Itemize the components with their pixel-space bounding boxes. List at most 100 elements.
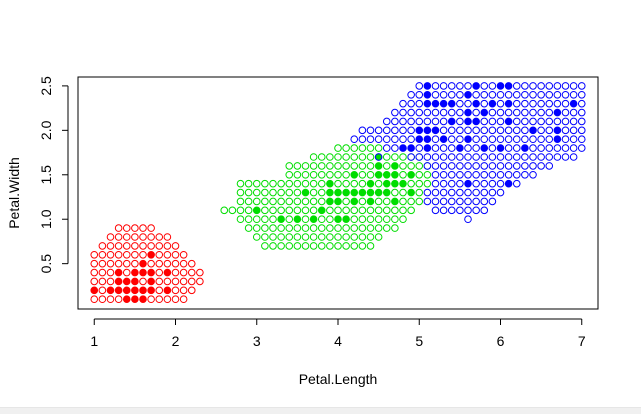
grid-point-blue [439, 108, 448, 117]
grid-point-green [309, 170, 318, 179]
observation-point-green [366, 197, 375, 206]
grid-point-blue [529, 117, 537, 126]
grid-point-red [139, 242, 147, 250]
grid-point-green [326, 215, 334, 224]
grid-point-blue [529, 108, 537, 117]
grid-point-blue [439, 126, 448, 135]
grid-point-red [147, 259, 155, 268]
grid-point-blue [472, 108, 480, 117]
grid-point-blue [512, 162, 521, 170]
grid-point-green [277, 242, 285, 250]
grid-point-blue [488, 188, 497, 197]
grid-point-green [252, 197, 261, 206]
grid-point-blue [439, 153, 448, 161]
grid-point-blue [529, 135, 537, 144]
grid-point-blue [456, 126, 464, 135]
grid-point-blue [537, 117, 545, 126]
grid-point-green [415, 188, 424, 197]
grid-point-blue [553, 82, 562, 90]
grid-point-green [309, 197, 318, 206]
grid-point-green [309, 242, 318, 250]
grid-point-green [358, 162, 367, 170]
observation-point-green [334, 197, 342, 206]
grid-point-green [342, 179, 350, 188]
grid-point-green [407, 179, 415, 188]
grid-point-green [269, 179, 277, 188]
grid-point-blue [545, 126, 554, 135]
y-tick-label: 2.0 [38, 120, 54, 140]
grid-point-green [285, 179, 294, 188]
observation-point-blue [472, 82, 480, 90]
grid-point-blue [480, 135, 489, 144]
grid-point-blue [472, 197, 480, 206]
observation-point-blue [439, 99, 448, 108]
grid-point-blue [545, 135, 554, 144]
grid-point-blue [512, 126, 521, 135]
grid-point-green [252, 224, 261, 232]
grid-point-blue [472, 162, 480, 170]
observation-point-blue [456, 144, 464, 152]
grid-point-blue [553, 99, 562, 108]
grid-point-blue [496, 117, 505, 126]
grid-point-blue [472, 153, 480, 161]
grid-point-red [98, 286, 107, 295]
grid-point-green [358, 197, 367, 206]
grid-point-red [163, 250, 172, 259]
grid-point-blue [456, 206, 464, 215]
grid-point-red [114, 233, 123, 241]
grid-point-green [317, 224, 326, 232]
grid-point-blue [439, 117, 448, 126]
observation-point-green [366, 179, 375, 188]
grid-point-green [358, 179, 367, 188]
grid-point-blue [472, 179, 480, 188]
grid-point-blue [399, 99, 407, 108]
grid-point-green [391, 188, 399, 197]
grid-point-blue [488, 170, 497, 179]
grid-point-green [293, 233, 302, 241]
grid-point-blue [382, 117, 391, 126]
grid-point-green [350, 215, 359, 224]
observation-point-green [391, 179, 399, 188]
grid-point-green [350, 224, 359, 232]
grid-point-blue [456, 153, 464, 161]
grid-point-blue [382, 126, 391, 135]
grid-point-green [374, 197, 383, 206]
grid-point-red [90, 277, 99, 286]
grid-point-blue [423, 117, 432, 126]
grid-point-green [285, 188, 294, 197]
grid-point-blue [391, 126, 399, 135]
grid-point-blue [431, 153, 440, 161]
observation-point-green [309, 215, 318, 224]
grid-point-green [277, 224, 285, 232]
grid-point-red [106, 242, 115, 250]
grid-point-red [98, 268, 107, 277]
grid-point-blue [537, 82, 545, 90]
grid-point-blue [407, 117, 415, 126]
grid-point-blue [488, 108, 497, 117]
observation-point-green [350, 197, 359, 206]
observation-point-red [139, 268, 147, 277]
observation-point-green [407, 170, 415, 179]
observation-point-green [342, 188, 350, 197]
grid-point-green [326, 170, 334, 179]
observation-point-green [391, 170, 399, 179]
grid-point-green [236, 215, 245, 224]
grid-point-green [334, 162, 342, 170]
grid-point-green [358, 206, 367, 215]
grid-point-green [309, 153, 318, 161]
observation-point-blue [464, 179, 472, 188]
grid-point-blue [488, 82, 497, 90]
observation-point-red [122, 286, 131, 295]
grid-point-blue [561, 82, 570, 90]
grid-point-blue [464, 162, 472, 170]
grid-point-blue [512, 144, 521, 152]
observation-point-blue [504, 179, 513, 188]
grid-point-green [326, 162, 334, 170]
grid-point-blue [399, 135, 407, 144]
observation-point-red [139, 286, 147, 295]
grid-point-blue [512, 82, 521, 90]
x-axis-title: Petal.Length [299, 371, 378, 387]
grid-point-green [220, 206, 229, 215]
grid-point-blue [537, 126, 545, 135]
grid-point-blue [496, 162, 505, 170]
